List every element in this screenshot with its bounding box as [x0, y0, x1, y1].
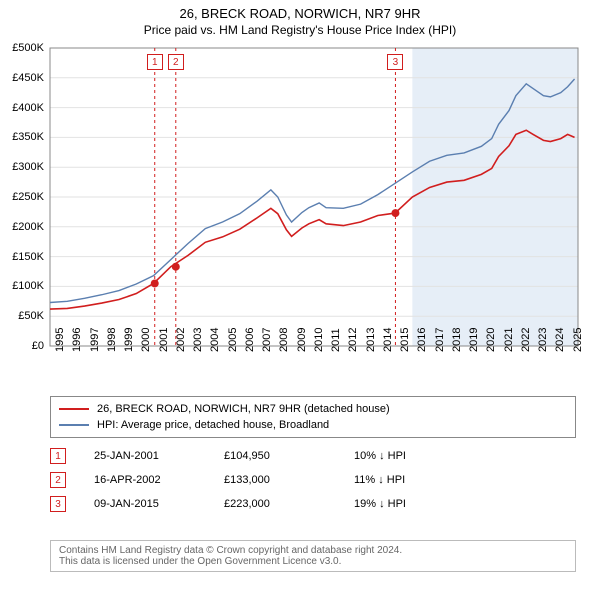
transaction-diff: 19% ↓ HPI	[354, 498, 474, 510]
y-tick-label: £300K	[0, 161, 44, 173]
y-tick-label: £200K	[0, 221, 44, 233]
x-tick-label: 2011	[330, 328, 342, 352]
x-tick-label: 2019	[468, 328, 480, 352]
x-tick-label: 2003	[192, 328, 204, 352]
x-tick-label: 2021	[503, 328, 515, 352]
y-tick-label: £450K	[0, 72, 44, 84]
x-tick-label: 2001	[158, 328, 170, 352]
chart-legend: 26, BRECK ROAD, NORWICH, NR7 9HR (detach…	[50, 396, 576, 438]
x-tick-label: 2008	[278, 328, 290, 352]
x-tick-label: 2018	[451, 328, 463, 352]
x-tick-label: 2002	[175, 328, 187, 352]
legend-swatch	[59, 424, 89, 426]
x-tick-label: 2015	[399, 328, 411, 352]
transaction-date: 25-JAN-2001	[94, 450, 224, 462]
transaction-date: 16-APR-2002	[94, 474, 224, 486]
y-tick-label: £400K	[0, 102, 44, 114]
x-tick-label: 2009	[296, 328, 308, 352]
x-tick-label: 2022	[520, 328, 532, 352]
x-tick-label: 1998	[106, 328, 118, 352]
transaction-price: £104,950	[224, 450, 354, 462]
x-tick-label: 1999	[123, 328, 135, 352]
transaction-row: 3 09-JAN-2015£223,00019% ↓ HPI	[50, 492, 474, 516]
transaction-diff: 10% ↓ HPI	[354, 450, 474, 462]
x-tick-label: 2020	[485, 328, 497, 352]
x-tick-label: 1997	[89, 328, 101, 352]
x-tick-label: 2024	[554, 328, 566, 352]
x-tick-label: 2016	[416, 328, 428, 352]
y-tick-label: £150K	[0, 251, 44, 263]
y-tick-label: £50K	[0, 310, 44, 322]
transaction-price: £133,000	[224, 474, 354, 486]
y-tick-label: £250K	[0, 191, 44, 203]
chart-title: 26, BRECK ROAD, NORWICH, NR7 9HR	[0, 0, 600, 21]
x-tick-label: 1996	[71, 328, 83, 352]
transaction-row: 2 16-APR-2002£133,00011% ↓ HPI	[50, 468, 474, 492]
x-tick-label: 2006	[244, 328, 256, 352]
y-tick-label: £500K	[0, 42, 44, 54]
transaction-marker: 2	[168, 54, 184, 70]
x-tick-label: 2007	[261, 328, 273, 352]
transaction-marker: 1	[147, 54, 163, 70]
x-tick-label: 2000	[140, 328, 152, 352]
transaction-marker: 3	[387, 54, 403, 70]
transaction-row: 1 25-JAN-2001£104,95010% ↓ HPI	[50, 444, 474, 468]
transaction-date: 09-JAN-2015	[94, 498, 224, 510]
y-tick-label: £0	[0, 340, 44, 352]
x-tick-label: 2010	[313, 328, 325, 352]
footer-line2: This data is licensed under the Open Gov…	[59, 556, 567, 567]
legend-label: 26, BRECK ROAD, NORWICH, NR7 9HR (detach…	[97, 403, 390, 415]
x-tick-label: 2004	[209, 328, 221, 352]
legend-label: HPI: Average price, detached house, Broa…	[97, 419, 329, 431]
transaction-diff: 11% ↓ HPI	[354, 474, 474, 486]
footer-line1: Contains HM Land Registry data © Crown c…	[59, 545, 567, 556]
transaction-number: 1	[50, 448, 66, 464]
x-tick-label: 2023	[537, 328, 549, 352]
x-tick-label: 2014	[382, 328, 394, 352]
price-chart: 12 3	[50, 48, 578, 346]
y-tick-label: £350K	[0, 131, 44, 143]
chart-subtitle: Price paid vs. HM Land Registry's House …	[0, 21, 600, 37]
transaction-number: 3	[50, 496, 66, 512]
x-tick-label: 2013	[365, 328, 377, 352]
legend-row: 26, BRECK ROAD, NORWICH, NR7 9HR (detach…	[59, 401, 567, 417]
x-tick-label: 2012	[347, 328, 359, 352]
footer-attribution: Contains HM Land Registry data © Crown c…	[50, 540, 576, 572]
y-tick-label: £100K	[0, 280, 44, 292]
transaction-number: 2	[50, 472, 66, 488]
x-tick-label: 1995	[54, 328, 66, 352]
x-tick-label: 2005	[227, 328, 239, 352]
x-tick-label: 2025	[572, 328, 584, 352]
legend-swatch	[59, 408, 89, 410]
transaction-price: £223,000	[224, 498, 354, 510]
transactions-table: 1 25-JAN-2001£104,95010% ↓ HPI 2 16-APR-200…	[50, 444, 474, 516]
x-tick-label: 2017	[434, 328, 446, 352]
legend-row: HPI: Average price, detached house, Broa…	[59, 417, 567, 433]
